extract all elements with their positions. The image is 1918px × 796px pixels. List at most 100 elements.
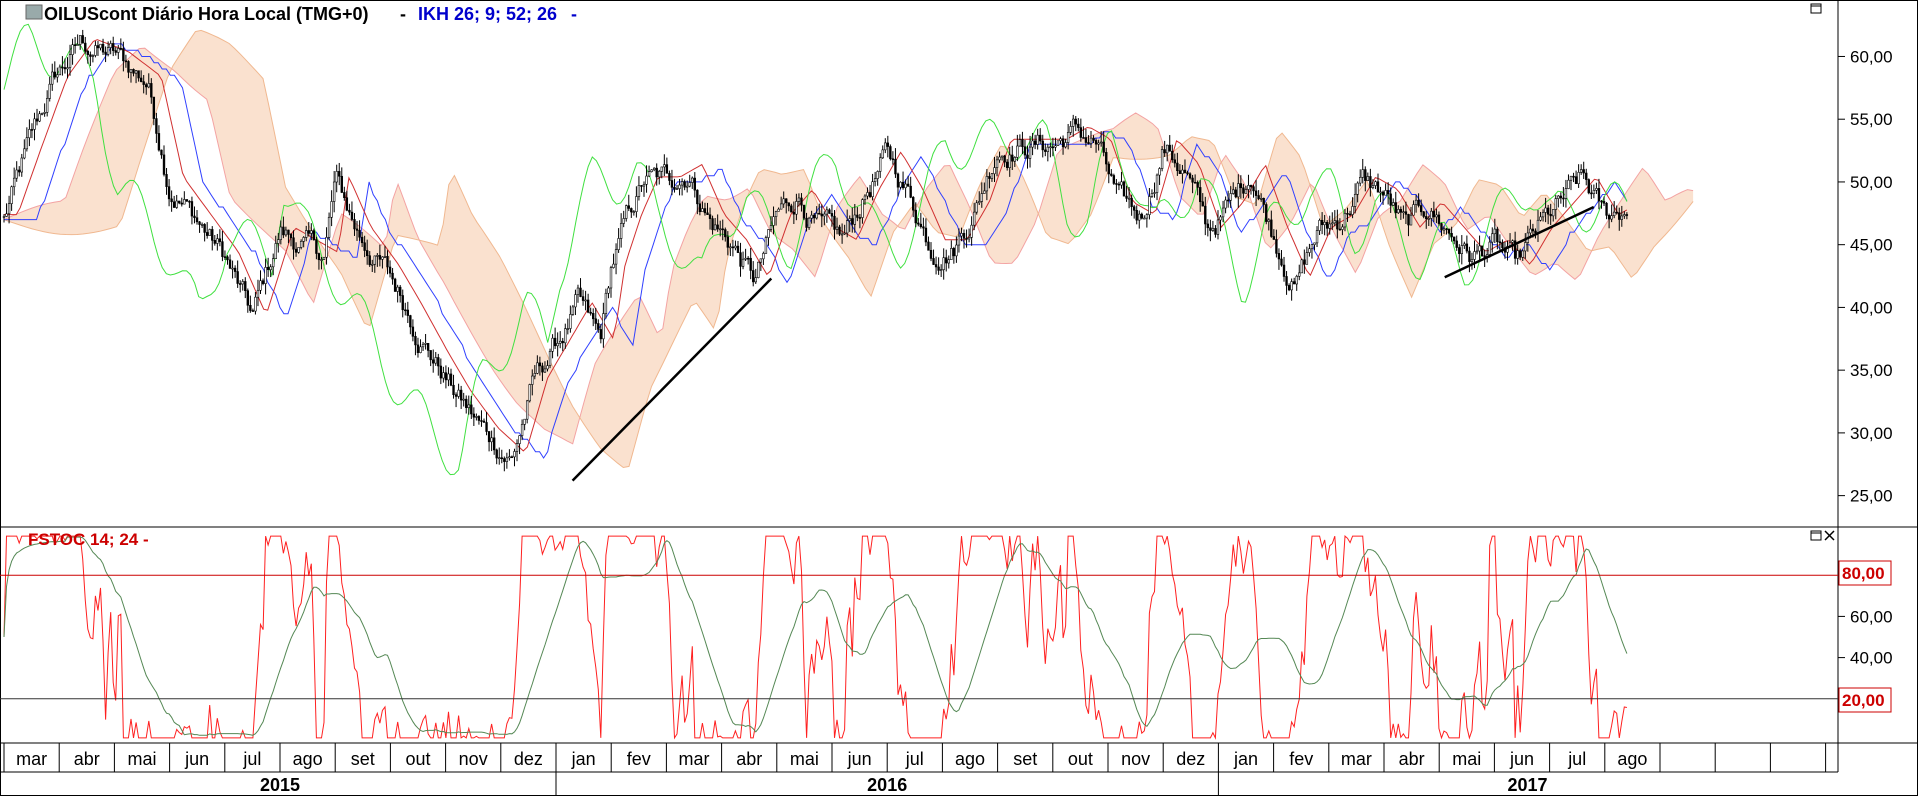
candle xyxy=(825,206,829,223)
candle xyxy=(881,145,884,159)
candle xyxy=(1018,134,1022,147)
candle xyxy=(406,301,410,324)
maximize-icon[interactable] xyxy=(1810,3,1822,14)
candle xyxy=(91,54,95,63)
candle xyxy=(833,210,836,240)
candle xyxy=(602,302,605,348)
indicator-suffix: - xyxy=(571,4,577,24)
maximize-icon[interactable] xyxy=(1810,530,1822,541)
candle xyxy=(63,58,67,74)
candle xyxy=(465,395,468,414)
candle xyxy=(1046,143,1050,162)
candle xyxy=(858,213,862,229)
candle xyxy=(734,240,737,251)
candle xyxy=(1107,161,1110,184)
candle xyxy=(1044,143,1047,157)
close-icon[interactable] xyxy=(1824,530,1835,541)
trendline[interactable] xyxy=(571,277,773,482)
candle xyxy=(990,172,994,182)
candle xyxy=(305,225,308,242)
candle xyxy=(2,214,6,223)
candle xyxy=(1084,128,1088,147)
candle xyxy=(1590,184,1593,199)
candle xyxy=(1612,201,1616,219)
candle xyxy=(899,181,902,190)
candle xyxy=(947,255,950,269)
candle xyxy=(1097,139,1100,151)
candle xyxy=(988,172,991,189)
candle xyxy=(1493,218,1497,243)
candle xyxy=(520,419,524,441)
candle xyxy=(1419,199,1423,216)
candle xyxy=(886,135,890,158)
candle xyxy=(38,111,41,123)
candle xyxy=(475,413,478,421)
candle xyxy=(266,257,270,277)
candle xyxy=(1323,214,1326,236)
fast-stochastic-line xyxy=(3,535,1627,740)
candle xyxy=(1569,175,1573,191)
candle xyxy=(1386,182,1390,205)
candle xyxy=(315,236,318,260)
candle xyxy=(1003,154,1006,168)
candle xyxy=(452,374,455,399)
candle xyxy=(195,210,199,225)
price-axis: 25,00 30,00 35,00 40,00 45,00 50,00 55,00 60,00 xyxy=(1838,47,1893,506)
trendline[interactable] xyxy=(1444,205,1595,279)
candle xyxy=(1381,190,1385,205)
candle xyxy=(721,219,724,241)
candle xyxy=(1262,197,1265,214)
month-label: ago xyxy=(955,749,985,769)
candle xyxy=(56,67,59,83)
candle xyxy=(1425,210,1428,229)
candle xyxy=(1056,140,1060,147)
candle xyxy=(1407,213,1410,237)
candle xyxy=(576,284,580,303)
kumo-cloud xyxy=(4,30,1694,468)
candle xyxy=(1597,178,1601,210)
candle xyxy=(117,45,120,60)
candle xyxy=(665,157,669,174)
candle xyxy=(942,248,945,280)
candle xyxy=(432,349,435,373)
candle xyxy=(1295,274,1298,291)
candle xyxy=(340,167,343,194)
candle xyxy=(1199,180,1202,212)
candle xyxy=(894,148,897,178)
candle xyxy=(538,356,542,376)
candle xyxy=(419,339,422,354)
candle xyxy=(1049,142,1052,158)
candle xyxy=(386,250,389,275)
candle xyxy=(175,194,178,209)
candle xyxy=(950,240,953,260)
candle xyxy=(1455,235,1458,251)
candle xyxy=(1300,258,1303,274)
candle xyxy=(1572,172,1575,183)
trendlines xyxy=(571,205,1595,482)
candle xyxy=(536,355,539,375)
candle xyxy=(579,278,582,298)
candle xyxy=(282,216,285,239)
candle xyxy=(1587,178,1590,195)
candle xyxy=(1315,226,1319,248)
candle xyxy=(1209,219,1212,242)
candle xyxy=(71,38,74,65)
candle xyxy=(891,151,895,165)
candle xyxy=(1369,168,1372,197)
candle xyxy=(904,179,907,198)
year-label: 2017 xyxy=(1507,775,1547,795)
candle xyxy=(1234,186,1237,199)
candle xyxy=(505,452,509,469)
candle xyxy=(627,194,630,212)
candle xyxy=(1186,170,1189,176)
month-label: mar xyxy=(1341,749,1372,769)
candle xyxy=(1254,179,1258,207)
candle xyxy=(635,186,638,218)
candle xyxy=(1191,174,1194,194)
candle xyxy=(1143,215,1146,220)
candle xyxy=(5,203,8,218)
candle xyxy=(960,227,963,242)
candle xyxy=(1361,158,1364,184)
candle xyxy=(188,200,191,208)
